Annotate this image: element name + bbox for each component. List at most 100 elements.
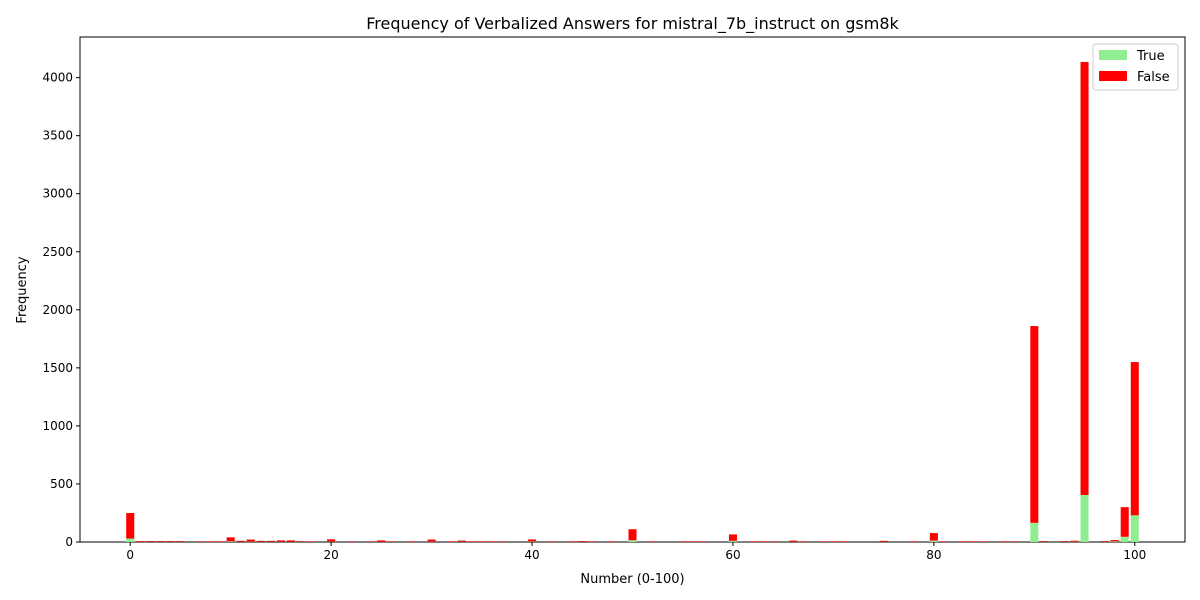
bar-false (608, 541, 617, 542)
bar-false (959, 541, 969, 542)
bar-false (1070, 540, 1079, 542)
x-tick-label: 0 (126, 548, 134, 562)
legend-label-false: False (1137, 70, 1170, 85)
bar-false (698, 541, 707, 542)
bar-false (347, 541, 356, 542)
bar-false (829, 541, 838, 542)
bar-false (789, 540, 798, 542)
bar-false (799, 541, 808, 542)
bar-false (387, 541, 396, 542)
bar-false (236, 540, 245, 542)
bar-false (477, 541, 486, 542)
bar-false (327, 539, 336, 542)
bar-false (497, 541, 506, 542)
x-tick-label: 100 (1123, 548, 1146, 562)
bar-true (929, 540, 938, 542)
bar-false (568, 541, 577, 542)
bar-false (648, 541, 657, 542)
bar-true (1080, 494, 1089, 542)
bar-false (206, 541, 215, 542)
bar-false (728, 534, 737, 541)
bar-true (1110, 541, 1119, 542)
bar-false (407, 541, 416, 542)
bar-false (628, 529, 637, 541)
bar-false (176, 541, 185, 542)
plot-frame (79, 36, 1186, 543)
bar-true (1120, 536, 1129, 542)
bar-false (1100, 541, 1109, 542)
bar-false (1120, 507, 1129, 537)
y-tick-label: 4000 (42, 71, 73, 85)
x-tick-label: 60 (725, 548, 740, 562)
bar-false (909, 541, 918, 542)
bar-true (628, 540, 637, 542)
x-tick-label: 40 (524, 548, 539, 562)
legend-label-true: True (1136, 49, 1165, 64)
y-tick-label: 3000 (42, 187, 73, 201)
bar-false (367, 541, 376, 542)
bar-false (1110, 540, 1119, 542)
y-tick-label: 1500 (42, 361, 73, 375)
bar-false (939, 541, 948, 542)
legend-swatch-true (1099, 50, 1127, 60)
bar-false (296, 541, 306, 542)
bar-false (307, 541, 316, 542)
bar-true (126, 538, 135, 542)
bar-false (1040, 541, 1049, 542)
x-axis-ticks: 0 20 40 60 80 100 (126, 542, 1146, 562)
bar-false (126, 512, 135, 539)
bar-false (1130, 362, 1139, 516)
bar-false (1010, 541, 1019, 542)
y-tick-label: 3500 (42, 129, 73, 143)
bar-false (1060, 541, 1069, 542)
bar-false (246, 539, 255, 542)
x-tick-label: 20 (323, 548, 338, 562)
bar-false (749, 541, 758, 542)
x-axis-label: Number (0-100) (580, 572, 684, 587)
bar-false (377, 540, 386, 542)
bar-false (929, 533, 938, 541)
y-axis-label: Frequency (15, 256, 30, 323)
bar-false (216, 541, 225, 542)
plot-area: 0 20 40 60 80 100 0 500 1000 1500 2000 2500 3000 350… (42, 36, 1186, 562)
bar-false (487, 541, 496, 542)
bar-false (427, 539, 436, 542)
bar-false (578, 541, 587, 542)
bar-false (759, 541, 768, 542)
bar-false (1000, 541, 1009, 542)
bar-true (1030, 522, 1039, 542)
series-true-bars (126, 494, 1139, 542)
bar-true (1130, 515, 1139, 542)
legend: True False (1092, 43, 1179, 91)
bar-false (548, 541, 557, 542)
bar-false (276, 540, 285, 542)
bar-false (678, 541, 687, 542)
bar-true (728, 540, 737, 542)
bar-false (1080, 61, 1089, 495)
legend-swatch-false (1099, 71, 1127, 81)
bar-false (970, 541, 979, 542)
bar-false (1030, 326, 1039, 523)
x-tick-label: 80 (926, 548, 941, 562)
bar-false (457, 540, 466, 542)
bar-false (528, 539, 537, 542)
chart-title: Frequency of Verbalized Answers for mist… (366, 14, 899, 34)
y-tick-label: 2000 (42, 303, 73, 317)
series-false-bars (126, 61, 1139, 542)
y-axis-ticks: 0 500 1000 1500 2000 2500 3000 3500 4000 (42, 71, 80, 549)
bar-false (839, 541, 848, 542)
bar-true (226, 541, 235, 542)
y-tick-label: 0 (65, 535, 73, 549)
bar-false (819, 541, 828, 542)
bar-false (156, 541, 165, 542)
y-tick-label: 500 (50, 477, 73, 491)
y-tick-label: 1000 (42, 419, 73, 433)
bar-false (146, 541, 155, 542)
bar-false (769, 541, 778, 542)
bar-false (467, 541, 476, 542)
bar-false (266, 540, 275, 542)
bar-false (256, 540, 265, 542)
y-tick-label: 2500 (42, 245, 73, 259)
bar-false (166, 541, 175, 542)
